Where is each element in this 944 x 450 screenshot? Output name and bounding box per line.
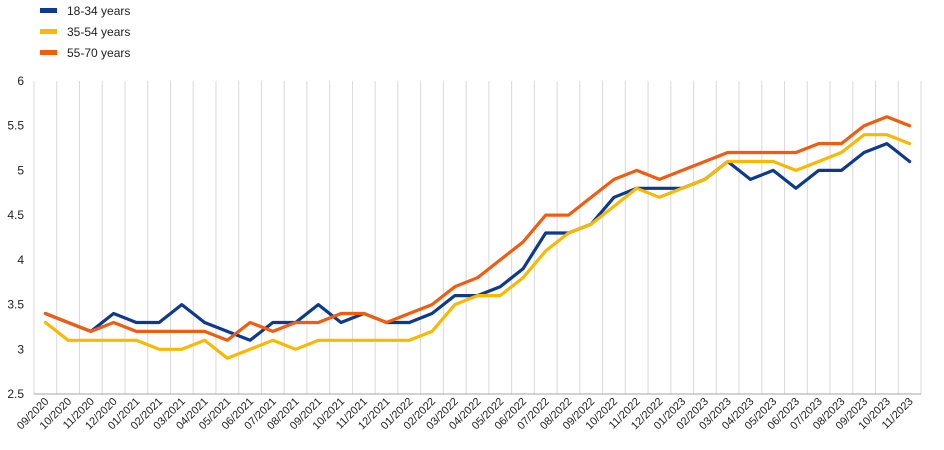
y-tick-label: 3 [17,342,24,356]
legend: 18-34 years 35-54 years 55-70 years [40,0,130,63]
y-tick-label: 6 [17,74,24,88]
series-line [43,142,912,342]
legend-swatch [40,50,57,55]
legend-label: 55-70 years [67,45,131,60]
legend-item: 35-54 years [40,21,130,42]
y-tick-label: 2.5 [7,387,24,401]
y-tick-label: 5.5 [7,119,24,133]
legend-swatch [40,29,57,34]
legend-item: 18-34 years [40,0,130,21]
series-line [43,133,912,360]
y-tick-label: 5 [17,163,24,177]
legend-item: 55-70 years [40,42,130,63]
series-line [43,115,912,342]
legend-swatch [40,8,57,13]
y-tick-label: 4 [17,253,24,267]
legend-label: 35-54 years [67,24,131,39]
legend-label: 18-34 years [67,3,131,18]
y-tick-label: 4.5 [7,208,24,222]
y-tick-label: 3.5 [7,298,24,312]
